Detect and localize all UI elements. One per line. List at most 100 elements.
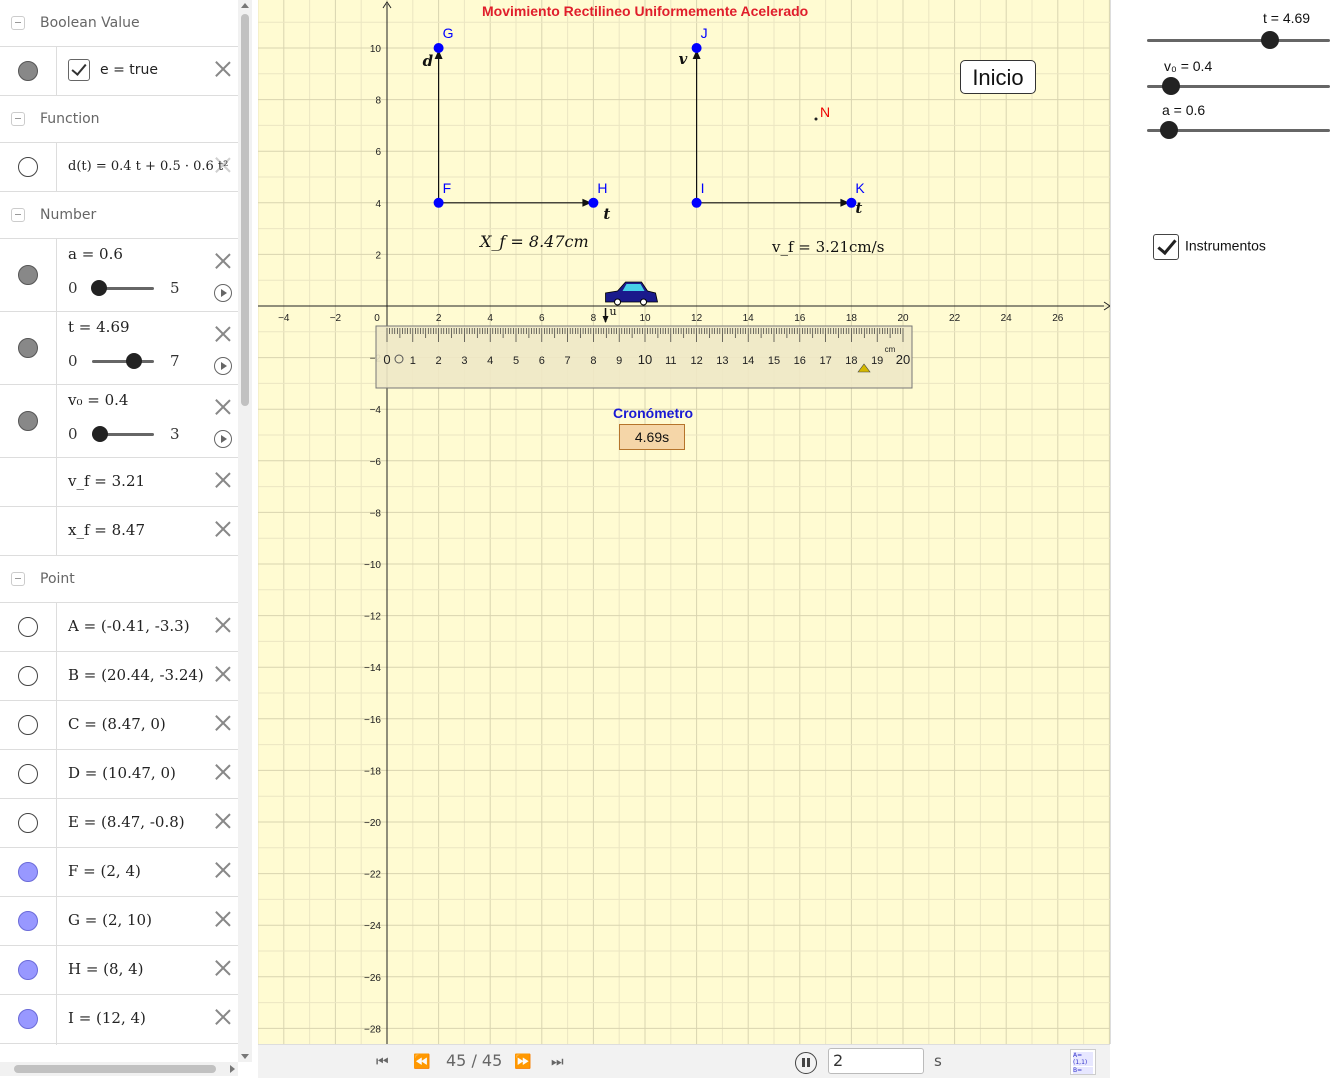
instrumentos-checkbox[interactable]: Instrumentos: [1153, 234, 1266, 260]
section-point[interactable]: Point: [0, 556, 238, 603]
section-number[interactable]: Number: [0, 192, 238, 239]
delete-icon[interactable]: [214, 325, 232, 343]
delete-icon[interactable]: [214, 959, 232, 977]
visibility-toggle[interactable]: [0, 750, 57, 798]
checkbox-icon[interactable]: [68, 59, 90, 81]
visibility-toggle[interactable]: [0, 848, 57, 896]
algebra-toggle-icon[interactable]: A=(1,1)B=(2,2)a:y=x: [1070, 1049, 1096, 1075]
delete-icon[interactable]: [214, 398, 232, 416]
visibility-dot-icon[interactable]: [18, 813, 38, 833]
v0-slider-knob[interactable]: [1161, 77, 1180, 95]
ruler[interactable]: [375, 325, 913, 389]
visibility-dot-icon[interactable]: [18, 411, 38, 431]
boolean-e-row[interactable]: e = true: [0, 47, 238, 96]
play-icon[interactable]: [214, 430, 232, 448]
visibility-dot-icon[interactable]: [18, 764, 38, 784]
visibility-toggle[interactable]: [0, 239, 57, 311]
visibility-toggle[interactable]: [0, 652, 57, 700]
visibility-toggle[interactable]: [0, 603, 57, 651]
a-slider[interactable]: [1147, 121, 1330, 139]
point-g[interactable]: [433, 43, 444, 53]
slider-knob[interactable]: [92, 426, 109, 442]
point-row[interactable]: H = (8, 4): [0, 946, 238, 995]
point-row[interactable]: G = (2, 10): [0, 897, 238, 946]
last-slide-icon[interactable]: ⏭: [551, 1054, 564, 1070]
car-icon[interactable]: [605, 281, 659, 303]
visibility-toggle[interactable]: [0, 47, 57, 95]
ruler-rotate-icon[interactable]: [857, 363, 871, 373]
point-row[interactable]: D = (10.47, 0): [0, 750, 238, 799]
graphics-view[interactable]: −4 −2 0 2 4 6 8 10 12 14 16 18 20 22 24 26 10 8 6 4 2 −2 −4 −6−…: [258, 0, 1111, 1044]
delete-icon[interactable]: [214, 156, 232, 174]
visibility-toggle[interactable]: [0, 143, 57, 191]
visibility-dot-icon[interactable]: [18, 265, 38, 285]
point-row[interactable]: B = (20.44, -3.24): [0, 652, 238, 701]
vertical-scrollbar[interactable]: [238, 0, 252, 1062]
visibility-dot-icon[interactable]: [18, 338, 38, 358]
visibility-dot-icon[interactable]: [18, 911, 38, 931]
point-i[interactable]: [691, 197, 702, 208]
visibility-toggle[interactable]: [0, 385, 57, 457]
point-j[interactable]: [691, 43, 702, 53]
previous-slide-icon[interactable]: ⏪: [413, 1054, 431, 1070]
inline-slider[interactable]: 0 5: [68, 279, 180, 297]
delete-icon[interactable]: [214, 763, 232, 781]
delete-icon[interactable]: [214, 714, 232, 732]
point-row[interactable]: I = (12, 4): [0, 995, 238, 1044]
first-slide-icon[interactable]: ⏮: [376, 1054, 389, 1070]
delete-icon[interactable]: [214, 60, 232, 78]
checkbox-icon[interactable]: [1153, 234, 1179, 260]
point-n[interactable]: [814, 117, 818, 121]
delete-icon[interactable]: [214, 861, 232, 879]
point-k[interactable]: [846, 197, 857, 208]
visibility-dot-icon[interactable]: [18, 862, 38, 882]
delete-icon[interactable]: [214, 910, 232, 928]
graphics-canvas[interactable]: −4 −2 0 2 4 6 8 10 12 14 16 18 20 22 24 26108642−2−4−6−…: [258, 0, 1110, 1044]
t-slider[interactable]: [1147, 31, 1330, 49]
collapse-icon[interactable]: [11, 16, 25, 30]
slider-track[interactable]: [91, 280, 154, 296]
slider-knob[interactable]: [91, 280, 108, 296]
point-h[interactable]: [588, 197, 599, 208]
function-row[interactable]: d(t) = 0.4 t + 0.5 · 0.6 t²: [0, 143, 238, 192]
point-row[interactable]: A = (-0.41, -3.3): [0, 603, 238, 652]
visibility-toggle[interactable]: [0, 1044, 57, 1045]
collapse-icon[interactable]: [11, 208, 25, 222]
inline-slider[interactable]: 0 7: [68, 352, 180, 370]
visibility-toggle[interactable]: [0, 897, 57, 945]
speed-input[interactable]: 2: [828, 1048, 924, 1074]
ruler-handle-icon[interactable]: [394, 354, 404, 364]
visibility-toggle[interactable]: [0, 701, 57, 749]
horizontal-scrollbar[interactable]: [0, 1062, 238, 1076]
t-slider-knob[interactable]: [1260, 31, 1279, 49]
visibility-toggle[interactable]: [0, 312, 57, 384]
delete-icon[interactable]: [214, 520, 232, 538]
a-slider-knob[interactable]: [1159, 121, 1178, 139]
point-row[interactable]: E = (8.47, -0.8): [0, 799, 238, 848]
scroll-down-icon[interactable]: [241, 1054, 249, 1059]
slider-knob[interactable]: [125, 353, 142, 369]
delete-icon[interactable]: [214, 252, 232, 270]
inline-slider[interactable]: 0 3: [68, 425, 180, 443]
slider-track[interactable]: [92, 426, 154, 442]
scroll-right-icon[interactable]: [230, 1065, 235, 1073]
delete-icon[interactable]: [214, 1008, 232, 1026]
delete-icon[interactable]: [214, 812, 232, 830]
visibility-toggle[interactable]: [0, 799, 57, 847]
scrollbar-thumb[interactable]: [241, 14, 249, 406]
collapse-icon[interactable]: [11, 112, 25, 126]
number-row-vf[interactable]: v_f = 3.21: [0, 458, 238, 507]
point-row[interactable]: C = (8.47, 0): [0, 701, 238, 750]
pause-icon[interactable]: [795, 1052, 817, 1074]
delete-icon[interactable]: [214, 665, 232, 683]
visibility-toggle[interactable]: [0, 946, 57, 994]
next-slide-icon[interactable]: ⏩: [514, 1054, 532, 1070]
visibility-dot-icon[interactable]: [18, 960, 38, 980]
play-icon[interactable]: [214, 357, 232, 375]
section-function[interactable]: Function: [0, 96, 238, 143]
point-row[interactable]: J = (12, 10): [0, 1044, 238, 1045]
slider-track[interactable]: [92, 353, 154, 369]
visibility-dot-icon[interactable]: [18, 617, 38, 637]
scrollbar-thumb[interactable]: [14, 1065, 216, 1073]
visibility-dot-icon[interactable]: [18, 61, 38, 81]
